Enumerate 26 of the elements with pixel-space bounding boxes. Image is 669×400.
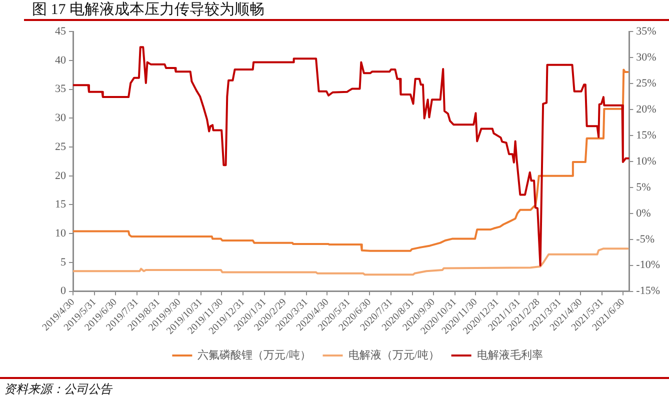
legend-label: 六氟磷酸锂（万元/吨） [198,348,311,362]
y-tick-label: 5 [60,256,66,268]
y2-tick-label: 25% [636,77,656,90]
y2-tick-label: 35% [636,25,656,38]
y2-tick-label: 15% [636,129,656,142]
legend-label: 电解液毛利率 [476,348,543,362]
y2-tick-label: 30% [636,51,656,64]
y-tick-label: 35 [55,83,66,96]
y-tick-label: 0 [60,285,66,298]
y2-tick-label: -15% [636,285,660,298]
y-tick-label: 15 [55,198,66,211]
y2-tick-label: 20% [636,103,656,116]
y-tick-label: 25 [55,140,66,153]
y-tick-label: 10 [55,227,66,240]
y-tick-label: 45 [55,25,66,38]
chart-title: 图 17 电解液成本压力传导较为顺畅 [32,0,264,20]
y2-tick-label: -10% [636,259,660,272]
y2-tick-label: -5% [636,233,654,246]
y2-tick-label: 0% [636,207,651,220]
y2-tick-label: 10% [636,155,656,168]
text: 资料来源：公司公告 [0,379,669,399]
y-tick-label: 40 [55,54,66,66]
y-tick-label: 20 [55,170,66,182]
y-tick-label: 30 [55,112,66,124]
legend-label: 电解液（万元/吨） [348,348,440,362]
y2-tick-label: 5% [636,181,651,194]
